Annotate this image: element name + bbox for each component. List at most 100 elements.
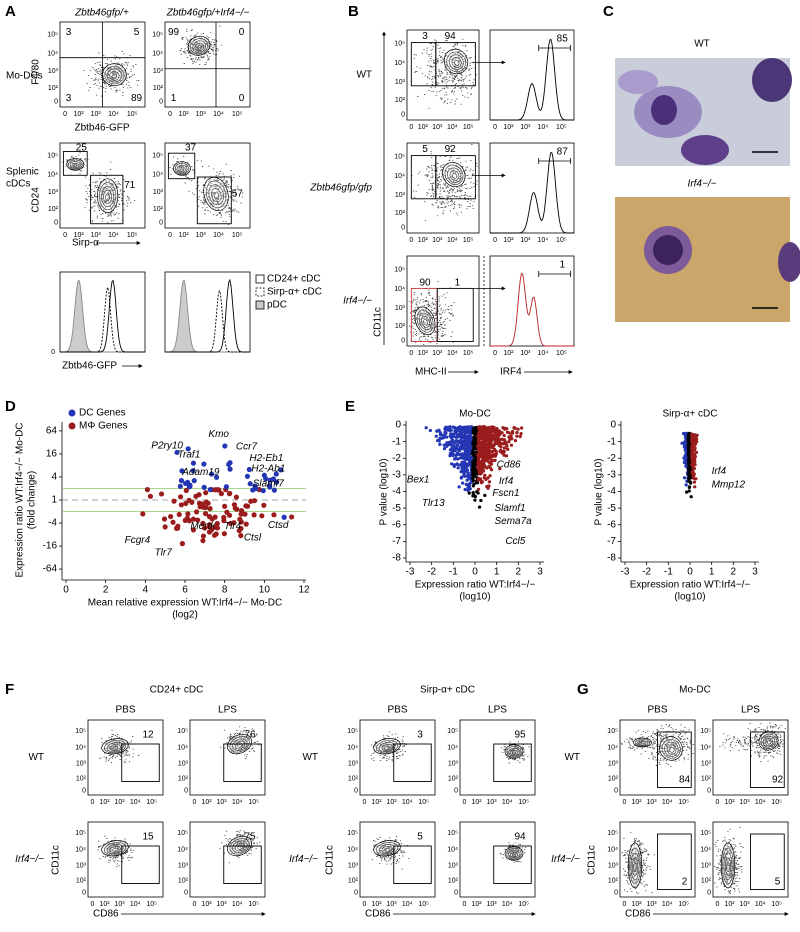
point	[187, 483, 193, 489]
gate-percent: 57	[232, 189, 244, 200]
gate-percent: 15	[142, 832, 154, 843]
y-tick-label: 10⁴	[700, 745, 711, 752]
gate-percent: 37	[185, 143, 197, 154]
x-tick-label: 10	[259, 585, 271, 596]
gate-percent: 84	[679, 775, 691, 786]
x-tick-label: 10³	[91, 111, 102, 118]
y-tick-label: -16	[43, 541, 58, 552]
contour	[661, 739, 681, 759]
gate	[167, 152, 196, 180]
gate	[196, 176, 232, 225]
cell	[618, 70, 658, 94]
y-tick-label: 10³	[348, 760, 359, 767]
x-tick-label: 10²	[503, 350, 514, 357]
gene-label: Slamf1	[495, 503, 526, 514]
x-tick-label: 10²	[724, 799, 735, 806]
contour	[669, 747, 675, 753]
plot-frame	[87, 821, 164, 898]
point	[222, 443, 228, 449]
x-tick-label: 10²	[201, 799, 212, 806]
point	[200, 533, 207, 539]
x-tick-label: 0	[472, 567, 478, 578]
x-tick-label: 10³	[520, 237, 531, 244]
x-tick-label: 10⁵	[127, 232, 138, 239]
point	[239, 508, 245, 514]
contour	[421, 316, 430, 328]
gate	[750, 731, 785, 788]
gate-percent: 3	[422, 31, 428, 42]
contour	[636, 740, 649, 747]
point	[212, 524, 219, 530]
y-tick-label: -3	[392, 470, 401, 481]
x-tick-label: 10³	[739, 901, 750, 908]
gate-percent: 5	[134, 27, 140, 38]
gate-percent: 92	[772, 775, 784, 786]
x-tick-label: 10²	[503, 237, 514, 244]
x-tick-label: -2	[642, 567, 651, 578]
x-tick-label: 10⁵	[232, 232, 243, 239]
y-tick-label: 0	[184, 889, 188, 896]
plot-frame	[189, 719, 266, 796]
histogram	[490, 38, 574, 121]
y-tick-label: 10⁴	[394, 173, 405, 180]
point	[243, 521, 249, 527]
y-tick-label: 10³	[448, 862, 459, 869]
point	[238, 533, 244, 539]
contour	[444, 164, 464, 185]
condition-label: PBS	[387, 705, 407, 716]
plot-frame	[87, 719, 164, 796]
point	[271, 487, 277, 493]
contour	[99, 182, 117, 211]
y-tick-label: -6	[392, 519, 401, 530]
point	[222, 503, 228, 509]
contour	[627, 842, 643, 889]
point	[162, 524, 168, 530]
y-tick-label: 10⁴	[47, 50, 58, 57]
x-tick-label: -2	[427, 567, 436, 578]
x-tick-label: 10⁵	[146, 799, 157, 806]
y-tick-label: -4	[392, 486, 401, 497]
point	[195, 517, 201, 523]
gate	[121, 845, 160, 884]
point	[243, 503, 249, 509]
nucleus	[653, 235, 683, 265]
point	[161, 516, 168, 522]
gene-label: Adam19	[181, 467, 220, 478]
gate	[393, 743, 432, 782]
gene-label: Cd86	[497, 460, 521, 471]
y-tick-label: 4	[51, 472, 57, 483]
x-tick-label: 10³	[114, 901, 125, 908]
contour	[633, 862, 637, 872]
x-tick-label: 0	[493, 237, 497, 244]
x-tick-label: 0	[63, 232, 67, 239]
contour	[723, 852, 733, 881]
contour	[381, 845, 393, 853]
row-label: Irf4−/−	[343, 296, 372, 307]
y-tick-label: 0	[159, 99, 163, 106]
contour	[726, 862, 730, 872]
gate	[436, 287, 474, 342]
contour	[448, 54, 464, 70]
x-tick-label: 0	[168, 232, 172, 239]
y-tick-label: -1	[392, 436, 401, 447]
contour	[179, 168, 185, 172]
x-tick-label: 10⁵	[678, 901, 689, 908]
contour	[760, 733, 777, 750]
gate-percent: 3	[66, 93, 72, 104]
gate	[121, 743, 160, 782]
y-tick-label: 10³	[395, 305, 406, 312]
x-tick-label: 0	[363, 799, 367, 806]
x-tick-label: 10²	[418, 237, 429, 244]
y-tick-label: 10³	[701, 862, 712, 869]
contour	[187, 35, 211, 56]
y-tick-label: 0	[354, 787, 358, 794]
point	[213, 531, 219, 537]
contour	[190, 38, 209, 55]
legend-swatch	[255, 287, 265, 297]
contour	[106, 742, 124, 753]
x-tick-label: 10³	[432, 237, 443, 244]
point	[226, 512, 233, 518]
point	[200, 520, 206, 526]
contour	[508, 849, 520, 859]
